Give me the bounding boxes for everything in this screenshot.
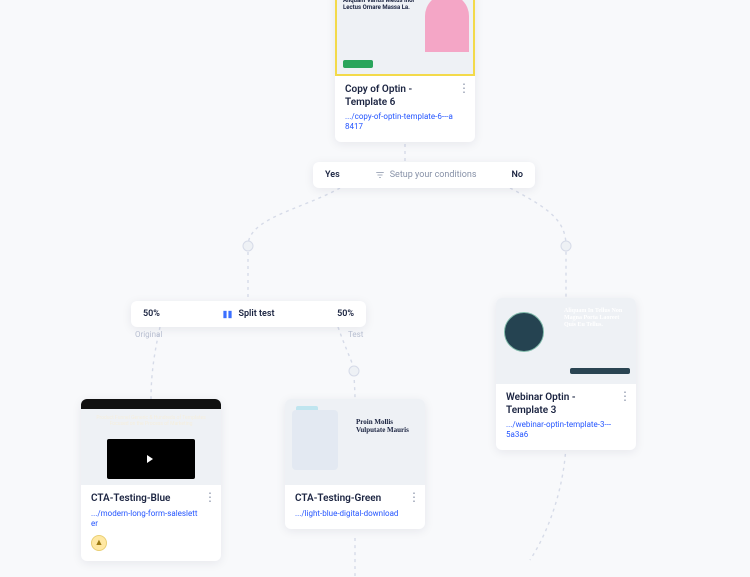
more-icon[interactable]: ⋮ xyxy=(618,394,632,408)
split-sub-left: Original xyxy=(135,330,162,339)
thumb-headline: Proin Mollis Vulputate Mauris xyxy=(356,418,416,434)
condition-center-label: Setup your conditions xyxy=(390,170,477,180)
funnel-canvas[interactable]: Aliquam Varius Metus Inor Lectus Ornare … xyxy=(0,0,750,577)
more-icon[interactable]: ⋮ xyxy=(407,495,421,509)
thumb-headline: Aliquam In Tellus Non Magna Porta Laoree… xyxy=(564,308,630,330)
split-right-pct: 50% xyxy=(337,309,354,319)
node-title: Copy of Optin - Template 6 xyxy=(345,84,465,109)
filter-icon xyxy=(375,170,385,180)
node-webinar-optin[interactable]: Aliquam In Tellus Non Magna Porta Laoree… xyxy=(496,298,636,450)
node-url[interactable]: .../modern-long-form-salesletter xyxy=(91,509,211,529)
thumb-subline xyxy=(570,368,630,374)
split-center-label: Split test xyxy=(238,309,274,319)
thumb-model xyxy=(425,0,469,52)
node-url[interactable]: .../webinar-optin-template-3---5a3a6 xyxy=(506,420,626,440)
thumb-model xyxy=(292,410,338,470)
thumb-topbar xyxy=(81,399,221,409)
thumbnail: Aliquam In Tellus Non Magna Porta Laoree… xyxy=(496,298,636,384)
node-cta-green[interactable]: Proin Mollis Vulputate Mauris CTA-Testin… xyxy=(285,399,425,529)
more-icon[interactable]: ⋮ xyxy=(203,495,217,509)
thumbnail: Proin Mollis Vulputate Mauris xyxy=(285,399,425,485)
split-sub-right: Test xyxy=(348,330,363,339)
node-copy-of-optin[interactable]: Aliquam Varius Metus Inor Lectus Ornare … xyxy=(335,0,475,142)
node-url[interactable]: .../light-blue-digital-download xyxy=(295,509,415,519)
node-url[interactable]: .../copy-of-optin-template-6---a8417 xyxy=(345,112,465,132)
node-title: CTA-Testing-Blue xyxy=(91,493,211,506)
more-icon[interactable]: ⋮ xyxy=(457,86,471,100)
node-title: Webinar Optin - Template 3 xyxy=(506,392,626,417)
condition-no-label[interactable]: No xyxy=(512,170,523,180)
split-test-icon xyxy=(222,309,233,320)
thumb-headline: Product Funnel Generic & Hundreds of Tem… xyxy=(93,415,209,427)
condition-yes-label[interactable]: Yes xyxy=(325,170,340,180)
node-title: CTA-Testing-Green xyxy=(295,493,415,506)
status-badge: ▲ xyxy=(91,535,107,551)
condition-bar[interactable]: Yes Setup your conditions No xyxy=(313,162,535,188)
play-icon xyxy=(147,455,153,463)
thumbnail: Product Funnel Generic & Hundreds of Tem… xyxy=(81,399,221,485)
thumb-headline: Aliquam Varius Metus Inor Lectus Ornare … xyxy=(343,0,425,12)
thumbnail: Aliquam Varius Metus Inor Lectus Ornare … xyxy=(335,0,475,76)
split-left-pct: 50% xyxy=(143,309,160,319)
thumb-avatar-ring xyxy=(504,312,544,352)
node-cta-blue[interactable]: Product Funnel Generic & Hundreds of Tem… xyxy=(81,399,221,561)
thumb-cta-button xyxy=(343,60,373,68)
split-test-bar[interactable]: 50% Split test 50% xyxy=(131,301,366,327)
